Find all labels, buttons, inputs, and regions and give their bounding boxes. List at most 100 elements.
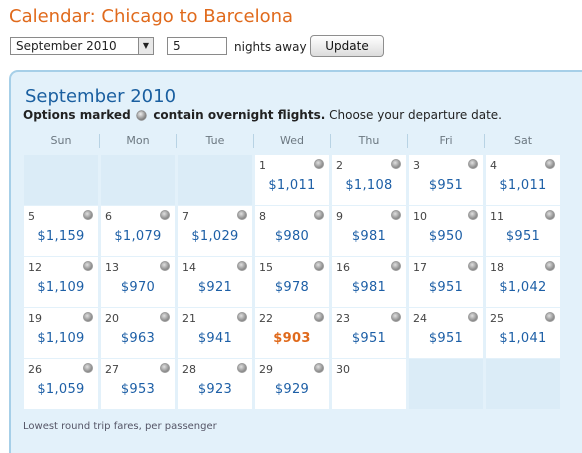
fare-link[interactable]: $1,011 xyxy=(268,178,316,193)
overnight-icon xyxy=(83,312,93,322)
fare-link[interactable]: $980 xyxy=(274,229,310,244)
calendar-day-3[interactable]: 3 $951 xyxy=(409,155,483,205)
overnight-icon xyxy=(468,159,478,169)
calendar-day-28[interactable]: 28 $923 xyxy=(178,359,252,409)
calendar-day-15[interactable]: 15 $978 xyxy=(255,257,329,307)
fare-link[interactable]: $951 xyxy=(428,331,464,346)
calendar-day-4[interactable]: 4 $1,011 xyxy=(486,155,560,205)
fare-link[interactable]: $981 xyxy=(351,280,387,295)
day-number: 4 xyxy=(490,159,497,172)
fare-link[interactable]: $1,109 xyxy=(37,280,85,295)
weekday-thu: Thu xyxy=(358,134,380,147)
overnight-icon xyxy=(391,312,401,322)
update-button[interactable]: Update xyxy=(310,35,384,57)
day-number: 14 xyxy=(182,261,196,274)
fare-link[interactable]: $1,108 xyxy=(345,178,393,193)
overnight-icon xyxy=(314,363,324,373)
weekday-divider xyxy=(176,134,177,148)
calendar-day-5[interactable]: 5 $1,159 xyxy=(24,206,98,256)
weekday-divider xyxy=(330,134,331,148)
lowest-fare-link[interactable]: $903 xyxy=(273,331,311,346)
day-number: 27 xyxy=(105,363,119,376)
day-number: 22 xyxy=(259,312,273,325)
calendar-day-23[interactable]: 23 $951 xyxy=(332,308,406,358)
calendar-day-30: 30 xyxy=(332,359,406,409)
fare-link[interactable]: $951 xyxy=(428,280,464,295)
day-number: 5 xyxy=(28,210,35,223)
fare-link[interactable]: $970 xyxy=(120,280,156,295)
weekday-tue: Tue xyxy=(205,134,225,147)
calendar-day-13[interactable]: 13 $970 xyxy=(101,257,175,307)
calendar-day-2[interactable]: 2 $1,108 xyxy=(332,155,406,205)
overnight-icon xyxy=(160,261,170,271)
calendar-day-1[interactable]: 1 $1,011 xyxy=(255,155,329,205)
overnight-icon xyxy=(314,210,324,220)
fare-link[interactable]: $1,029 xyxy=(191,229,239,244)
month-select[interactable]: September 2010 ▼ xyxy=(10,37,154,55)
fare-link[interactable]: $1,159 xyxy=(37,229,85,244)
overnight-icon xyxy=(314,159,324,169)
day-number: 15 xyxy=(259,261,273,274)
calendar-empty-cell xyxy=(178,155,252,205)
calendar-day-25[interactable]: 25 $1,041 xyxy=(486,308,560,358)
nights-input[interactable]: 5 xyxy=(167,37,227,55)
fare-link[interactable]: $921 xyxy=(197,280,233,295)
fare-link[interactable]: $951 xyxy=(505,229,541,244)
fare-link[interactable]: $951 xyxy=(351,331,387,346)
calendar-day-12[interactable]: 12 $1,109 xyxy=(24,257,98,307)
day-number: 7 xyxy=(182,210,189,223)
overnight-icon xyxy=(391,261,401,271)
fare-link[interactable]: $1,041 xyxy=(499,331,547,346)
fare-link[interactable]: $1,042 xyxy=(499,280,547,295)
fare-link[interactable]: $923 xyxy=(197,382,233,397)
day-number: 12 xyxy=(28,261,42,274)
calendar-day-17[interactable]: 17 $951 xyxy=(409,257,483,307)
overnight-icon xyxy=(237,312,247,322)
overnight-icon xyxy=(545,261,555,271)
note-bold: contain overnight flights. xyxy=(153,108,326,122)
calendar-day-10[interactable]: 10 $950 xyxy=(409,206,483,256)
calendar-day-11[interactable]: 11 $951 xyxy=(486,206,560,256)
fare-link[interactable]: $1,109 xyxy=(37,331,85,346)
fare-link[interactable]: $953 xyxy=(120,382,156,397)
overnight-note: Options marked contain overnight flights… xyxy=(23,108,502,122)
fare-link[interactable]: $1,079 xyxy=(114,229,162,244)
fare-link[interactable]: $981 xyxy=(351,229,387,244)
calendar-day-27[interactable]: 27 $953 xyxy=(101,359,175,409)
fare-link[interactable]: $941 xyxy=(197,331,233,346)
weekday-sun: Sun xyxy=(50,134,72,147)
fare-link[interactable]: $951 xyxy=(428,178,464,193)
calendar-day-22[interactable]: 22 $903 xyxy=(255,308,329,358)
calendar-day-14[interactable]: 14 $921 xyxy=(178,257,252,307)
calendar-day-16[interactable]: 16 $981 xyxy=(332,257,406,307)
overnight-icon xyxy=(545,312,555,322)
calendar-day-29[interactable]: 29 $929 xyxy=(255,359,329,409)
calendar-day-8[interactable]: 8 $980 xyxy=(255,206,329,256)
calendar-day-19[interactable]: 19 $1,109 xyxy=(24,308,98,358)
fare-link[interactable]: $963 xyxy=(120,331,156,346)
calendar-empty-cell xyxy=(24,155,98,205)
overnight-icon xyxy=(468,312,478,322)
fare-link[interactable]: $1,059 xyxy=(37,382,85,397)
calendar-day-24[interactable]: 24 $951 xyxy=(409,308,483,358)
day-number: 1 xyxy=(259,159,266,172)
calendar-day-6[interactable]: 6 $1,079 xyxy=(101,206,175,256)
calendar-day-18[interactable]: 18 $1,042 xyxy=(486,257,560,307)
overnight-icon xyxy=(237,261,247,271)
chevron-down-icon[interactable]: ▼ xyxy=(138,38,153,54)
fare-link[interactable]: $978 xyxy=(274,280,310,295)
fare-link[interactable]: $929 xyxy=(274,382,310,397)
calendar-day-9[interactable]: 9 $981 xyxy=(332,206,406,256)
fare-link[interactable]: $950 xyxy=(428,229,464,244)
day-number: 18 xyxy=(490,261,504,274)
weekday-divider xyxy=(253,134,254,148)
calendar-day-26[interactable]: 26 $1,059 xyxy=(24,359,98,409)
fare-link[interactable]: $1,011 xyxy=(499,178,547,193)
fare-footnote: Lowest round trip fares, per passenger xyxy=(23,421,217,432)
calendar-day-7[interactable]: 7 $1,029 xyxy=(178,206,252,256)
day-number: 30 xyxy=(336,363,350,376)
calendar-day-20[interactable]: 20 $963 xyxy=(101,308,175,358)
calendar-day-21[interactable]: 21 $941 xyxy=(178,308,252,358)
overnight-icon xyxy=(314,312,324,322)
overnight-icon xyxy=(237,210,247,220)
